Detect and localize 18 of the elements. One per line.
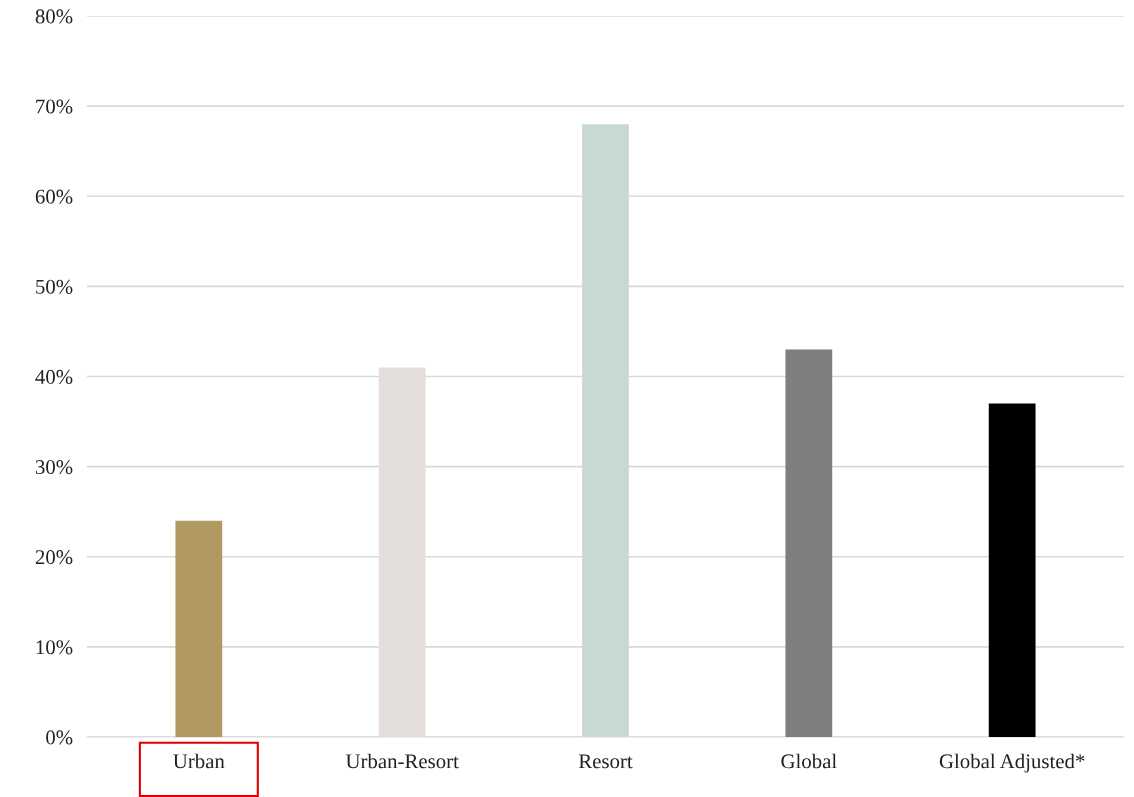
y-tick-label: 10% bbox=[36, 640, 73, 655]
y-tick-label: 30% bbox=[35, 460, 73, 475]
x-tick-label: Global Adjusted* bbox=[939, 753, 1085, 773]
y-tick-label: 20% bbox=[35, 550, 73, 565]
y-tick-label: 70% bbox=[36, 99, 73, 114]
y-tick-label: 60% bbox=[35, 189, 73, 204]
y-tick-label: 80% bbox=[35, 9, 73, 24]
bar bbox=[175, 520, 223, 737]
bar bbox=[988, 403, 1036, 737]
x-tick-label: Urban-Resort bbox=[345, 753, 459, 769]
x-tick-label: Resort bbox=[578, 754, 633, 769]
x-tick-label: Urban bbox=[173, 753, 225, 769]
y-tick-label: 50% bbox=[36, 279, 73, 294]
y-tick-label: 0% bbox=[46, 730, 73, 745]
y-tick-label: 40% bbox=[35, 369, 73, 384]
x-tick-label: Global bbox=[781, 753, 837, 769]
bar bbox=[785, 349, 833, 737]
bar bbox=[582, 124, 629, 737]
